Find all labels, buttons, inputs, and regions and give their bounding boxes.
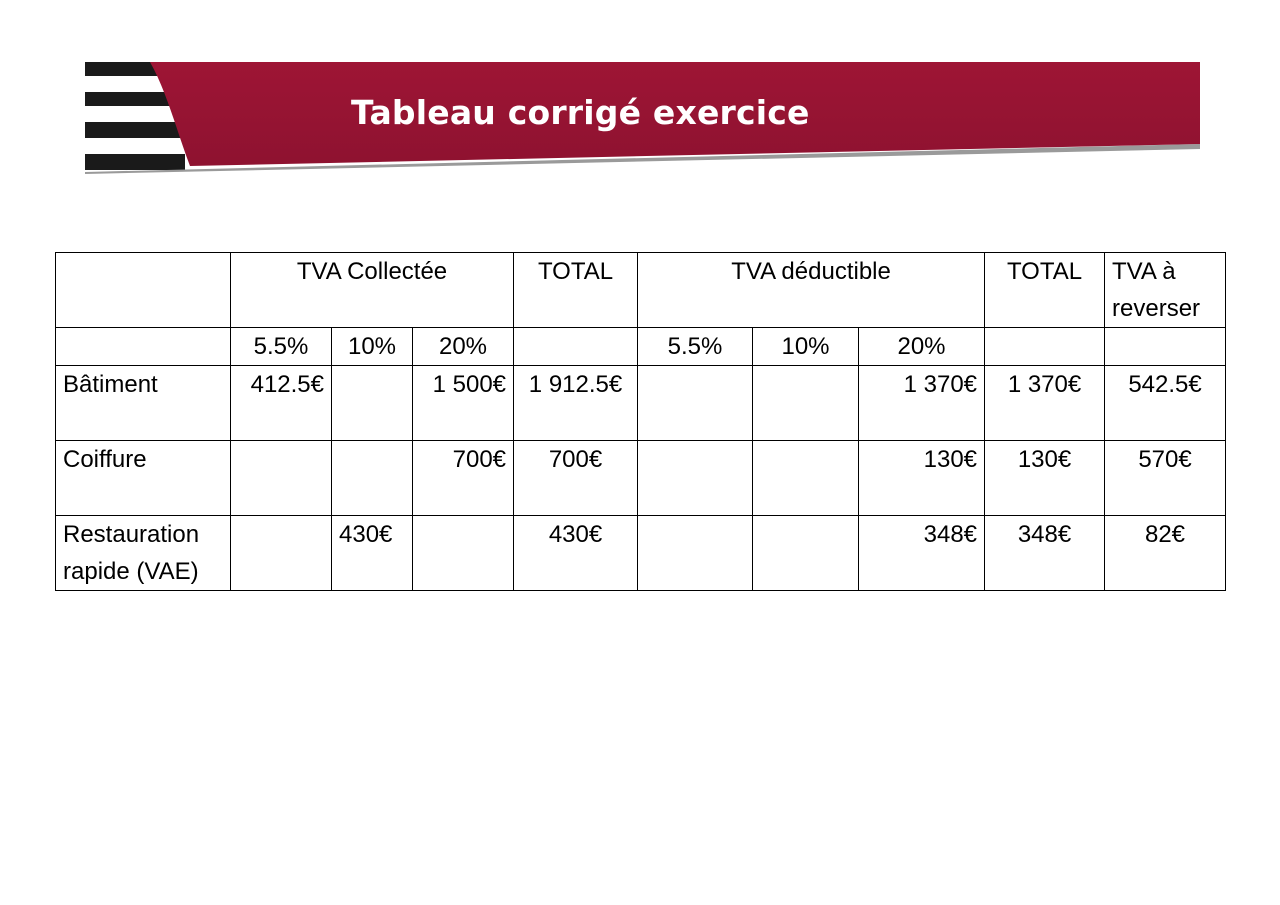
- row-label: Coiffure: [55, 440, 231, 516]
- cell-collected-10: [331, 440, 413, 516]
- table-rate-row: 5.5% 10% 20% 5.5% 10% 20%: [55, 327, 1227, 366]
- rate-deductible-10: 10%: [752, 327, 860, 366]
- cell-collected-5-5: [230, 515, 332, 591]
- header-tva-collected: TVA Collectée: [229, 252, 515, 328]
- row-label: Restauration rapide (VAE): [55, 515, 231, 591]
- cell-tva-to-pay: 570€: [1104, 440, 1227, 516]
- cell-deductible-20: 348€: [858, 515, 986, 591]
- cell-total-collected: 700€: [513, 440, 639, 516]
- cell-collected-10: 430€: [331, 515, 413, 591]
- table-row: Coiffure 700€ 700€ 130€ 130€ 570€: [55, 440, 1227, 516]
- table-cell-empty: [984, 327, 1106, 366]
- cell-tva-to-pay: 82€: [1104, 515, 1227, 591]
- table-cell-empty: [55, 252, 231, 328]
- table-header-row: TVA Collectée TOTAL TVA déductible TOTAL…: [55, 252, 1227, 328]
- rate-deductible-5-5: 5.5%: [637, 327, 754, 366]
- table-cell-empty: [55, 327, 231, 366]
- cell-total-collected: 430€: [513, 515, 639, 591]
- page-title: Tableau corrigé exercice: [351, 93, 810, 132]
- header-total-collected: TOTAL: [513, 252, 639, 328]
- cell-collected-10: [331, 365, 413, 441]
- rate-deductible-20: 20%: [858, 327, 986, 366]
- rate-collected-5-5: 5.5%: [230, 327, 332, 366]
- cell-deductible-10: [752, 365, 860, 441]
- cell-deductible-5-5: [637, 440, 754, 516]
- cell-total-collected: 1 912.5€: [513, 365, 639, 441]
- cell-deductible-10: [752, 440, 860, 516]
- table-row: Restauration rapide (VAE) 430€ 430€ 348€…: [55, 515, 1227, 591]
- cell-collected-20: 1 500€: [411, 365, 515, 441]
- cell-deductible-10: [752, 515, 860, 591]
- stripes-decoration: [85, 62, 185, 170]
- header-total-deductible: TOTAL: [984, 252, 1106, 328]
- cell-tva-to-pay: 542.5€: [1104, 365, 1227, 441]
- title-banner: Tableau corrigé exercice: [85, 62, 1200, 174]
- cell-collected-20: [411, 515, 515, 591]
- cell-deductible-20: 1 370€: [858, 365, 986, 441]
- cell-collected-5-5: [230, 440, 332, 516]
- vat-table: TVA Collectée TOTAL TVA déductible TOTAL…: [55, 252, 1227, 591]
- header-tva-deductible: TVA déductible: [637, 252, 986, 328]
- cell-collected-5-5: 412.5€: [230, 365, 332, 441]
- cell-deductible-5-5: [637, 515, 754, 591]
- cell-collected-20: 700€: [411, 440, 515, 516]
- header-tva-to-pay: TVA à reverser: [1104, 252, 1227, 328]
- cell-total-deductible: 130€: [984, 440, 1106, 516]
- table-row: Bâtiment 412.5€ 1 500€ 1 912.5€ 1 370€ 1…: [55, 365, 1227, 441]
- table-cell-empty: [1104, 327, 1227, 366]
- cell-deductible-5-5: [637, 365, 754, 441]
- cell-total-deductible: 348€: [984, 515, 1106, 591]
- cell-total-deductible: 1 370€: [984, 365, 1106, 441]
- cell-deductible-20: 130€: [858, 440, 986, 516]
- rate-collected-20: 20%: [411, 327, 515, 366]
- rate-collected-10: 10%: [331, 327, 413, 366]
- table-cell-empty: [513, 327, 639, 366]
- row-label: Bâtiment: [55, 365, 231, 441]
- banner-graphic: [85, 62, 1200, 174]
